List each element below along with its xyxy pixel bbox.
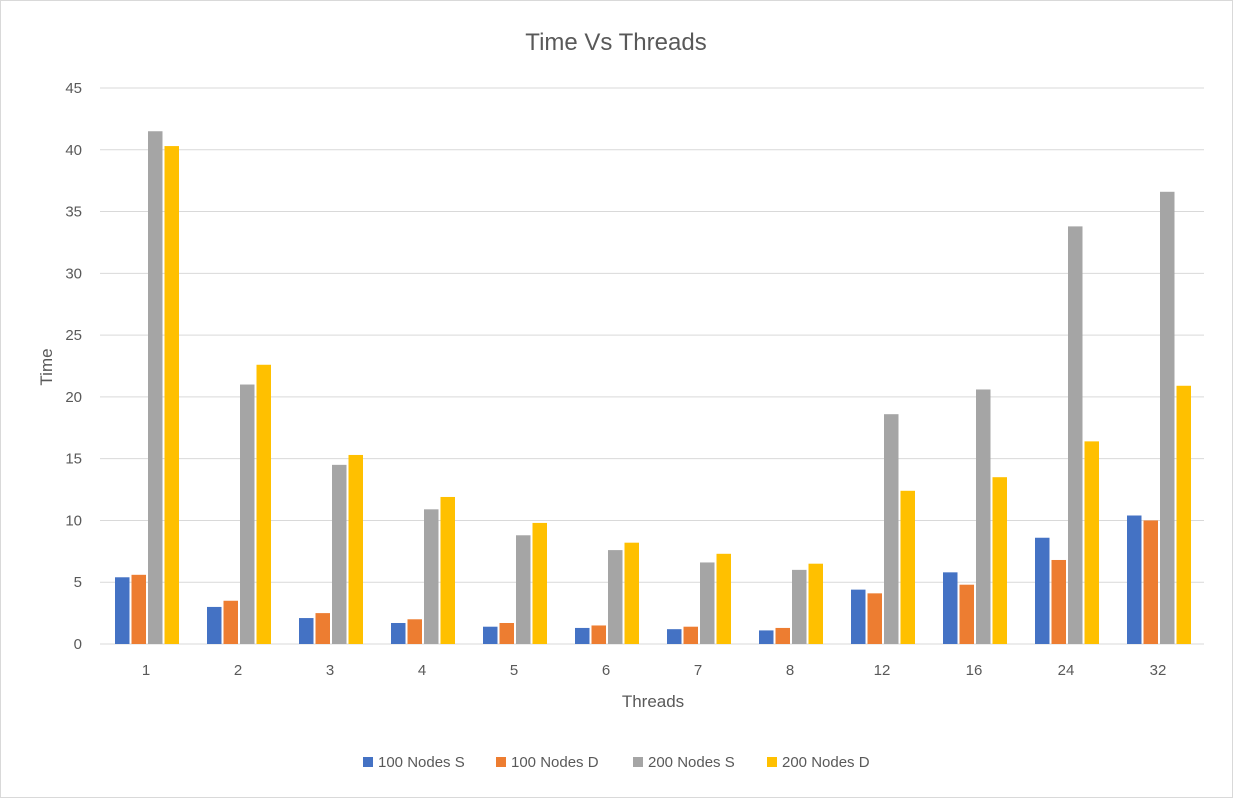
x-tick-label: 5 bbox=[510, 662, 518, 679]
legend-label: 100 Nodes D bbox=[511, 754, 599, 771]
bar-200-nodes-s-6 bbox=[608, 550, 623, 644]
bar-200-nodes-s-32 bbox=[1160, 191, 1175, 644]
legend: 100 Nodes S 100 Nodes D 200 Nodes S 200 Nod… bbox=[363, 754, 870, 771]
x-tick-label: 8 bbox=[786, 662, 794, 679]
x-tick-label: 3 bbox=[326, 662, 334, 679]
bar-200-nodes-d-6 bbox=[624, 542, 639, 644]
bar-200-nodes-s-3 bbox=[332, 464, 347, 644]
bar-200-nodes-d-16 bbox=[992, 477, 1007, 644]
bar-100-nodes-d-6 bbox=[591, 625, 606, 644]
bar-200-nodes-d-4 bbox=[440, 496, 455, 644]
bar-200-nodes-s-16 bbox=[976, 389, 991, 644]
y-tick-label: 10 bbox=[65, 512, 82, 529]
x-axis-title: Threads bbox=[622, 692, 684, 711]
bar-100-nodes-s-32 bbox=[1127, 515, 1142, 644]
x-tick-label: 2 bbox=[234, 662, 242, 679]
bar-100-nodes-d-24 bbox=[1051, 559, 1066, 644]
y-tick-label: 0 bbox=[74, 636, 82, 653]
bar-200-nodes-s-1 bbox=[148, 131, 163, 644]
bar-100-nodes-s-3 bbox=[299, 618, 314, 644]
bar-200-nodes-d-8 bbox=[808, 563, 823, 644]
legend-swatch bbox=[633, 757, 643, 767]
bar-200-nodes-d-3 bbox=[348, 454, 363, 644]
bar-100-nodes-d-2 bbox=[223, 600, 238, 644]
bar-100-nodes-d-4 bbox=[407, 619, 422, 644]
x-tick-label: 24 bbox=[1058, 662, 1075, 679]
bar-100-nodes-d-8 bbox=[775, 627, 790, 644]
bar-100-nodes-s-4 bbox=[391, 622, 406, 644]
bar-100-nodes-s-1 bbox=[115, 577, 130, 644]
y-tick-label: 40 bbox=[65, 142, 82, 159]
bar-100-nodes-d-32 bbox=[1143, 520, 1158, 644]
bar-100-nodes-s-16 bbox=[943, 572, 958, 644]
bar-100-nodes-d-12 bbox=[867, 593, 882, 644]
x-tick-label: 12 bbox=[874, 662, 891, 679]
bar-200-nodes-d-1 bbox=[164, 146, 179, 644]
bar-100-nodes-d-7 bbox=[683, 626, 698, 644]
y-tick-label: 15 bbox=[65, 451, 82, 468]
bars bbox=[115, 131, 1191, 645]
bar-100-nodes-d-5 bbox=[499, 622, 514, 644]
bar-200-nodes-d-32 bbox=[1176, 385, 1191, 644]
y-tick-label: 35 bbox=[65, 204, 82, 221]
bar-100-nodes-d-3 bbox=[315, 613, 330, 644]
bar-200-nodes-s-12 bbox=[884, 414, 899, 644]
bar-200-nodes-d-7 bbox=[716, 553, 731, 644]
bar-100-nodes-s-5 bbox=[483, 626, 498, 644]
gridlines bbox=[100, 87, 1204, 645]
x-tick-label: 7 bbox=[694, 662, 702, 679]
legend-label: 200 Nodes D bbox=[782, 754, 870, 771]
legend-label: 200 Nodes S bbox=[648, 754, 735, 771]
bar-200-nodes-s-8 bbox=[792, 569, 807, 644]
y-axis-title: Time bbox=[37, 348, 56, 385]
legend-swatch bbox=[496, 757, 506, 767]
bar-100-nodes-s-2 bbox=[207, 606, 222, 644]
bar-200-nodes-d-2 bbox=[256, 364, 271, 644]
bar-200-nodes-s-2 bbox=[240, 384, 255, 644]
y-tick-label: 20 bbox=[65, 389, 82, 406]
bar-200-nodes-d-5 bbox=[532, 522, 547, 644]
x-tick-label: 4 bbox=[418, 662, 426, 679]
bar-100-nodes-s-7 bbox=[667, 629, 682, 644]
legend-label: 100 Nodes S bbox=[378, 754, 465, 771]
x-tick-label: 1 bbox=[142, 662, 150, 679]
bar-200-nodes-s-5 bbox=[516, 535, 531, 644]
bar-100-nodes-s-8 bbox=[759, 630, 774, 644]
legend-swatch bbox=[363, 757, 373, 767]
bar-200-nodes-s-4 bbox=[424, 509, 439, 644]
bar-200-nodes-s-7 bbox=[700, 562, 715, 644]
bar-200-nodes-d-24 bbox=[1084, 441, 1099, 644]
bar-200-nodes-s-24 bbox=[1068, 226, 1083, 645]
y-tick-label: 30 bbox=[65, 265, 82, 282]
x-tick-label: 6 bbox=[602, 662, 610, 679]
y-tick-label: 45 bbox=[65, 80, 82, 97]
bar-200-nodes-d-12 bbox=[900, 490, 915, 644]
bar-100-nodes-s-12 bbox=[851, 589, 866, 644]
legend-swatch bbox=[767, 757, 777, 767]
bar-100-nodes-s-6 bbox=[575, 627, 590, 644]
y-tick-label: 5 bbox=[74, 574, 82, 591]
x-tick-label: 16 bbox=[966, 662, 983, 679]
x-axis-ticks: 1 2 3 4 5 6 7 8 12 16 24 32 bbox=[142, 662, 1167, 679]
chart-title: Time Vs Threads bbox=[525, 29, 706, 56]
y-tick-label: 25 bbox=[65, 327, 82, 344]
bar-100-nodes-d-16 bbox=[959, 584, 974, 644]
y-axis-ticks: 0 5 10 15 20 25 30 35 40 45 bbox=[65, 80, 82, 653]
x-tick-label: 32 bbox=[1150, 662, 1167, 679]
bar-100-nodes-d-1 bbox=[131, 574, 146, 644]
bar-100-nodes-s-24 bbox=[1035, 537, 1050, 644]
